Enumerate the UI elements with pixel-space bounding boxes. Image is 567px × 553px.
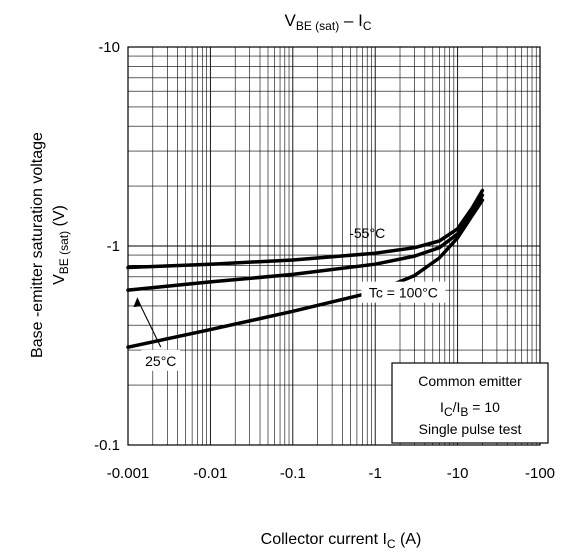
y-axis-label-symbol: VBE (sat) (V)	[51, 205, 71, 285]
plot-frame	[127, 46, 541, 446]
x-axis-label: Collector current IC (A)	[261, 531, 422, 551]
x-tick-label: -10	[447, 465, 469, 482]
chart-title: VBE (sat) – IC	[285, 11, 372, 33]
annotation-arrow	[136, 298, 162, 348]
y-tick-label: -1	[107, 238, 120, 255]
test-conditions-box: Common emitter IC/IB = 10 Single pulse t…	[391, 362, 549, 444]
series-line-2	[126, 193, 485, 292]
x-tick-label: -100	[525, 465, 555, 482]
annotation-bg	[361, 281, 446, 303]
test-conditions-line3: Single pulse test	[419, 421, 522, 437]
series-line-3	[126, 198, 485, 349]
series-line-1	[126, 188, 485, 270]
curve-annotations: -55°C 25°C Tc = 100°C	[133, 225, 446, 371]
x-tick-label: -1	[369, 465, 382, 482]
annotation-arrowhead	[133, 297, 142, 308]
x-tick-label: -0.1	[280, 465, 306, 482]
annotation-label: Tc = 100°C	[369, 285, 438, 301]
x-tick-labels: -0.001 -0.01 -0.1 -1 -10 -100	[107, 465, 555, 482]
test-conditions-line1: Common emitter	[418, 373, 522, 389]
test-conditions-frame	[391, 362, 549, 444]
x-tick-label: -0.01	[193, 465, 227, 482]
annotation-label: -55°C	[349, 225, 385, 241]
annotation-label: 25°C	[145, 353, 176, 369]
y-tick-label: -10	[98, 39, 120, 56]
plot-border	[127, 46, 541, 446]
series-lines	[126, 188, 485, 349]
y-tick-label: -0.1	[94, 437, 120, 454]
y-axis-label: Base -emitter saturation voltage	[29, 132, 46, 358]
y-tick-labels: -10 -1 -0.1	[94, 39, 120, 454]
annotation-bg	[141, 349, 180, 371]
test-conditions-line2: IC/IB = 10	[440, 399, 500, 419]
x-tick-label: -0.001	[107, 465, 150, 482]
